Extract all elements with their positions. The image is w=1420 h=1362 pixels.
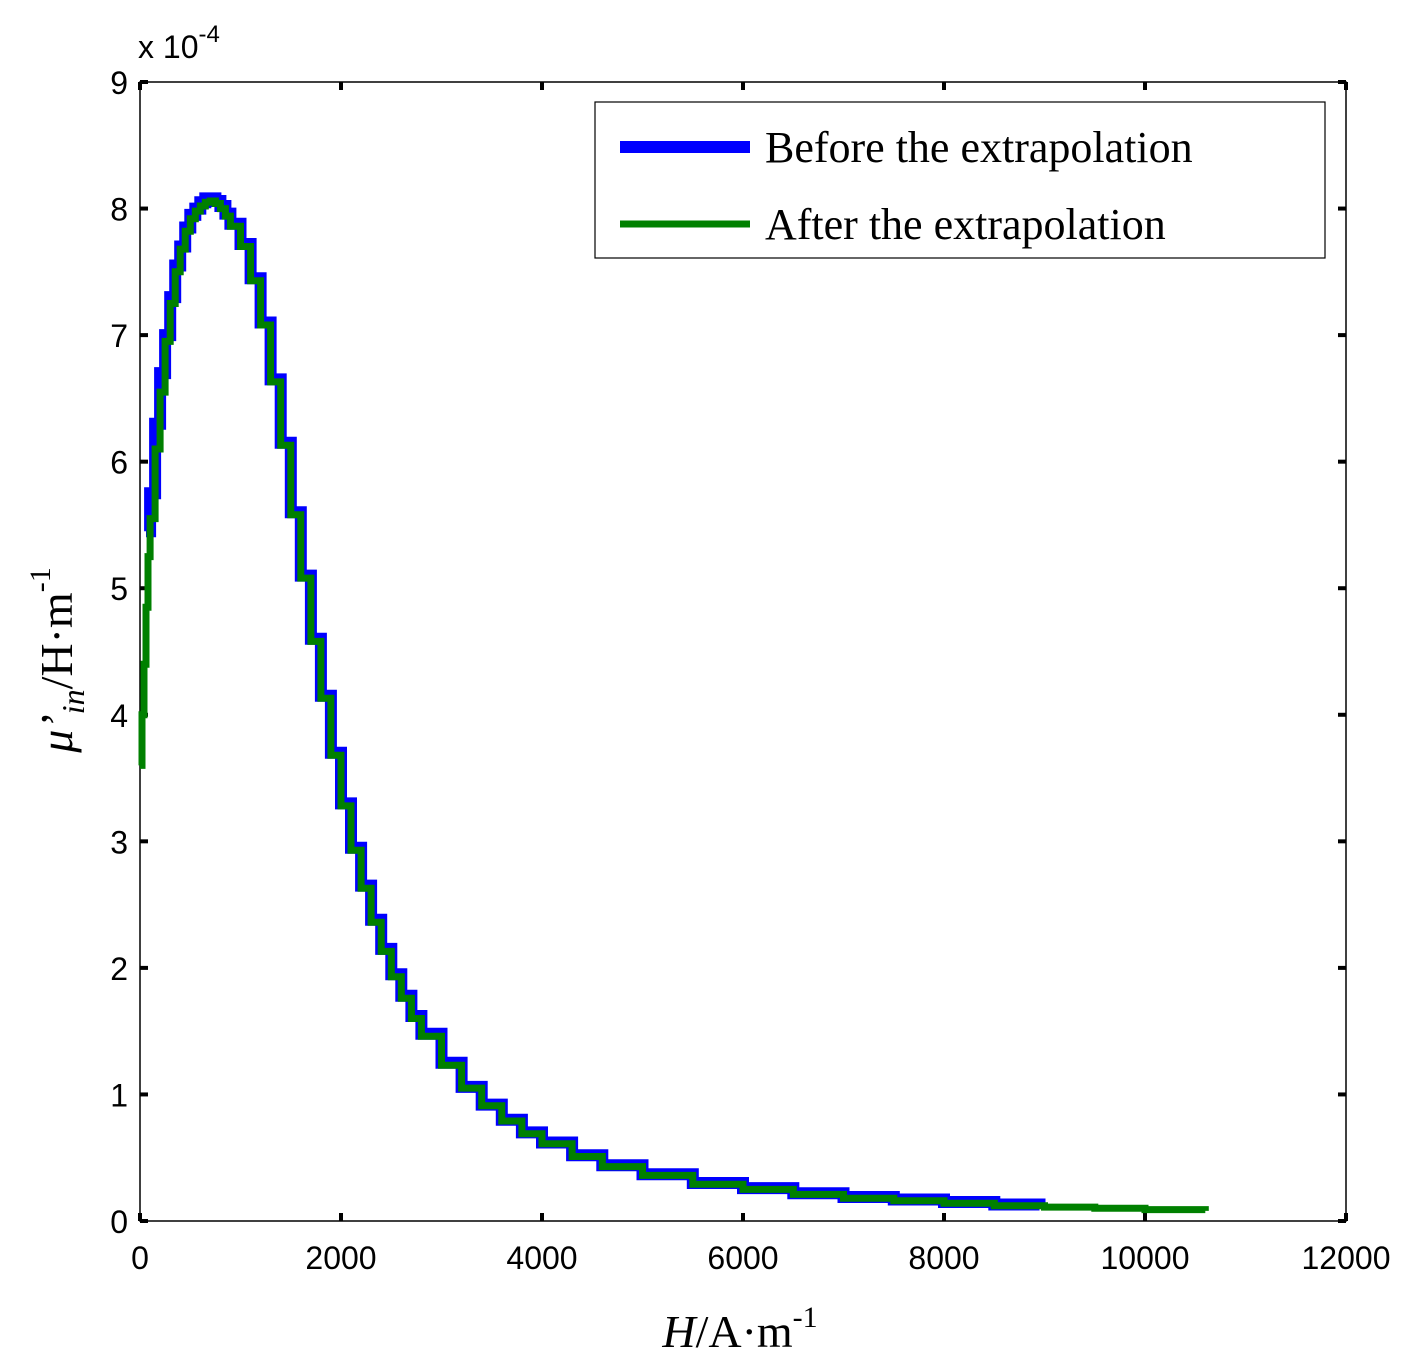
y-axis-title: μ’in/H·m-1 <box>24 567 91 753</box>
y-tick-label: 8 <box>110 192 128 228</box>
x-axis-title: H/A·m-1 <box>661 1301 817 1357</box>
y-tick-label: 7 <box>110 318 128 354</box>
x-axis-title-symbol: H <box>661 1306 698 1357</box>
x-tick-labels: 0 2000 4000 6000 8000 10000 12000 <box>131 1240 1390 1276</box>
legend-box <box>594 101 1326 259</box>
y-axis-title-unit: /H·m <box>31 592 82 689</box>
x-tick-label: 10000 <box>1101 1240 1190 1276</box>
y-tick-label: 5 <box>110 571 128 607</box>
legend: Before the extrapolation After the extra… <box>594 101 1326 259</box>
y-axis-multiplier: x 10-4 <box>138 21 220 65</box>
legend-label-after: After the extrapolation <box>765 200 1166 249</box>
y-tick-label: 2 <box>110 951 128 987</box>
y-multiplier-exponent: -4 <box>198 21 219 48</box>
y-tick-label: 6 <box>110 445 128 481</box>
y-axis-title-subscript: in <box>55 689 91 714</box>
x-axis-title-exponent: -1 <box>793 1301 818 1334</box>
series-layer <box>138 192 1209 1214</box>
y-tick-label: 3 <box>110 824 128 860</box>
legend-label-before: Before the extrapolation <box>765 123 1193 172</box>
x-tick-label: 4000 <box>506 1240 577 1276</box>
y-multiplier-base: x 10 <box>138 29 198 65</box>
y-axis-title-exponent: -1 <box>24 567 57 592</box>
axis-ticks <box>138 80 1348 1223</box>
x-tick-label: 0 <box>131 1240 149 1276</box>
x-tick-label: 12000 <box>1302 1240 1391 1276</box>
y-tick-labels: 0 1 2 3 4 5 6 7 8 9 <box>110 65 128 1240</box>
y-tick-label: 9 <box>110 65 128 101</box>
y-tick-label: 0 <box>110 1204 128 1240</box>
x-axis-title-unit: /A·m <box>696 1306 793 1357</box>
y-axis-title-symbol: μ <box>31 730 82 754</box>
x-tick-label: 2000 <box>305 1240 376 1276</box>
x-tick-label: 8000 <box>908 1240 979 1276</box>
y-axis-title-prime: ’ <box>31 714 82 729</box>
series-line-after <box>138 197 1209 1214</box>
x-tick-label: 6000 <box>707 1240 778 1276</box>
y-tick-label: 4 <box>110 698 128 734</box>
y-tick-label: 1 <box>110 1077 128 1113</box>
